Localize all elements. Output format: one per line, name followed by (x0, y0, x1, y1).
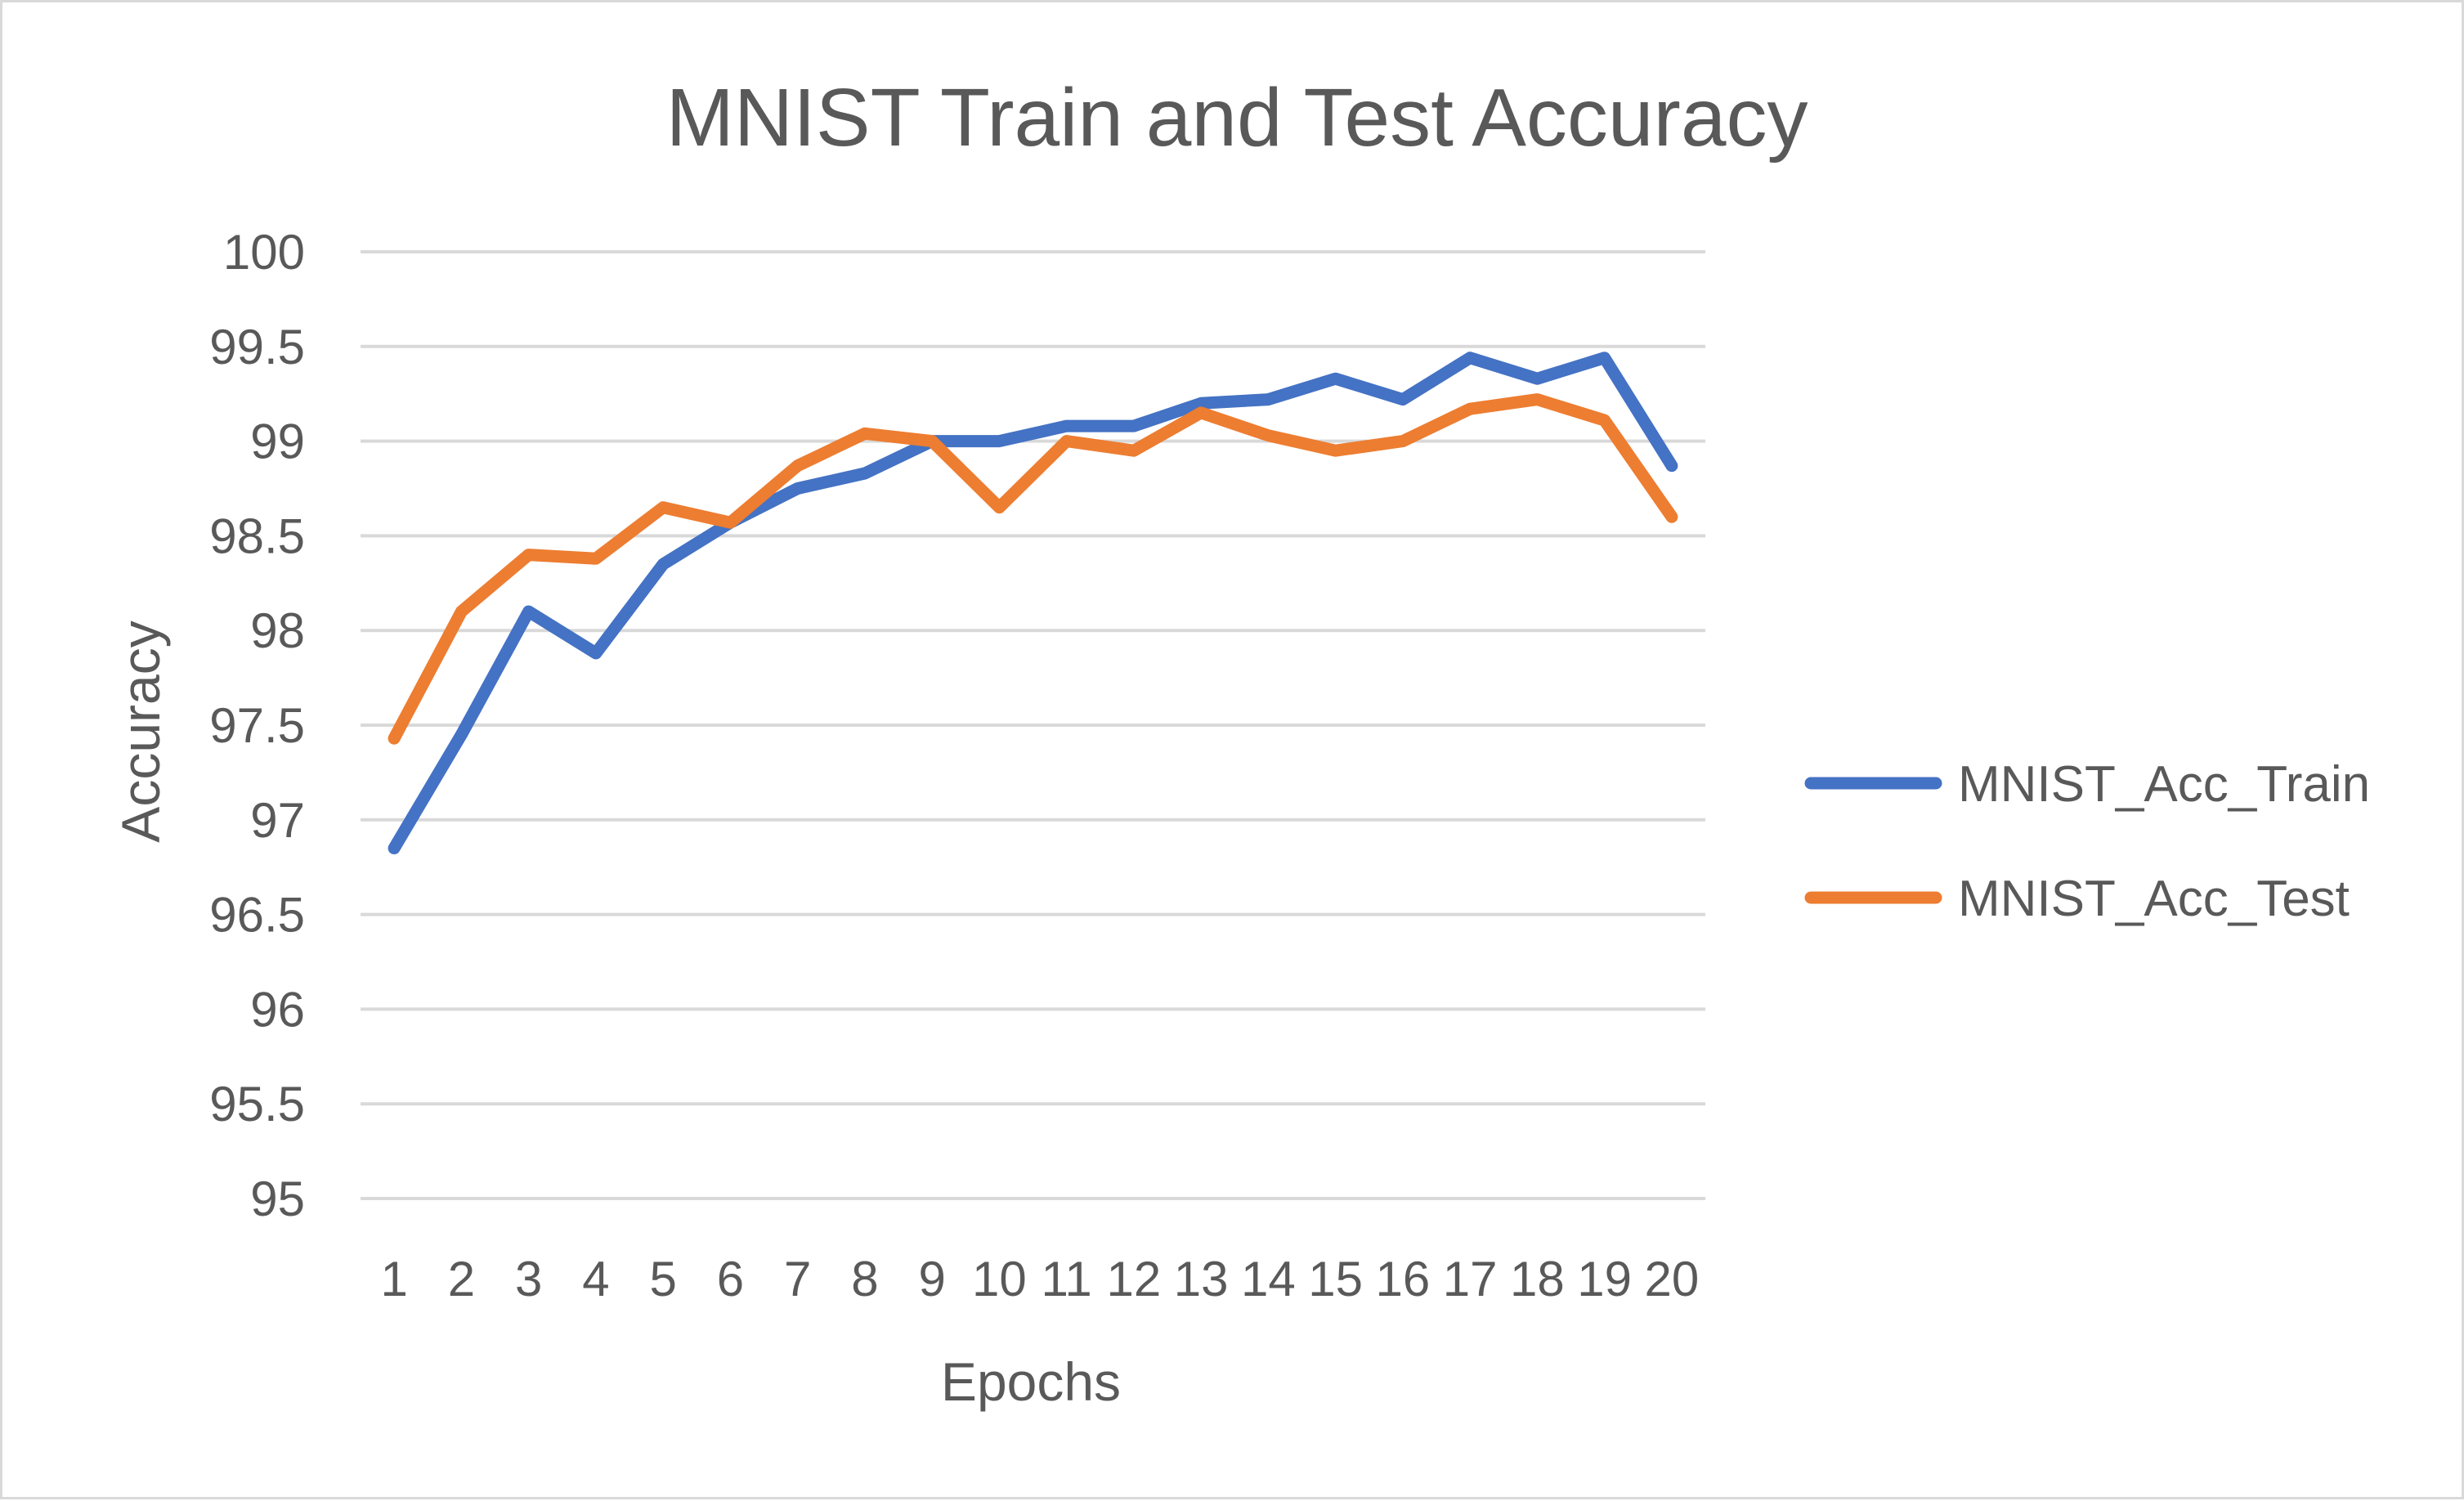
legend: MNIST_Acc_Train MNIST_Acc_Test (1804, 756, 2370, 927)
x-tick-label: 11 (1041, 1252, 1091, 1306)
y-tick-label: 97 (250, 793, 305, 848)
y-tick-label: 100 (223, 225, 305, 280)
x-tick-label: 15 (1308, 1252, 1363, 1306)
legend-label: MNIST_Acc_Test (1958, 871, 2350, 927)
x-tick-label: 8 (851, 1252, 878, 1306)
y-tick-label: 97.5 (209, 698, 305, 753)
x-tick-label: 18 (1510, 1252, 1565, 1306)
gridlines (361, 250, 1705, 1200)
x-tick-label: 7 (784, 1252, 811, 1306)
x-tick-label: 16 (1376, 1252, 1431, 1306)
y-tick-label: 96 (250, 982, 305, 1037)
series-lines (388, 352, 1678, 854)
x-axis-tick-labels: 1 2 3 4 5 6 7 8 9 10 11 12 13 14 15 16 17 18 19 20 (380, 1252, 1699, 1306)
x-tick-label: 12 (1107, 1252, 1162, 1306)
x-tick-label: 6 (717, 1252, 744, 1306)
y-tick-label: 96.5 (209, 888, 305, 943)
x-tick-label: 13 (1174, 1252, 1229, 1306)
y-axis-title: Accuracy (110, 621, 171, 842)
y-tick-label: 98.5 (209, 509, 305, 563)
x-tick-label: 4 (582, 1252, 609, 1306)
series-line-mnist-acc-train (388, 352, 1678, 854)
y-tick-label: 98 (250, 603, 305, 658)
legend-label: MNIST_Acc_Train (1958, 756, 2370, 813)
x-tick-label: 2 (448, 1252, 475, 1306)
y-tick-label: 99.5 (209, 320, 305, 374)
chart-title: MNIST Train and Test Accuracy (666, 72, 1808, 164)
x-tick-label: 19 (1577, 1252, 1632, 1306)
x-axis-title: Epochs (941, 1351, 1121, 1412)
x-tick-label: 14 (1241, 1252, 1296, 1306)
y-tick-label: 95.5 (209, 1077, 305, 1131)
x-tick-label: 10 (972, 1252, 1027, 1306)
x-tick-label: 3 (515, 1252, 542, 1306)
y-tick-label: 95 (250, 1172, 305, 1226)
x-tick-label: 20 (1645, 1252, 1700, 1306)
x-tick-label: 17 (1443, 1252, 1498, 1306)
x-tick-label: 1 (380, 1252, 407, 1306)
x-tick-label: 5 (649, 1252, 676, 1306)
y-axis-tick-labels: 95 95.5 96 96.5 97 97.5 98 98.5 99 99.5 100 (209, 225, 305, 1226)
y-tick-label: 99 (250, 414, 305, 469)
series-line-mnist-acc-test (388, 393, 1678, 745)
x-tick-label: 9 (918, 1252, 945, 1306)
